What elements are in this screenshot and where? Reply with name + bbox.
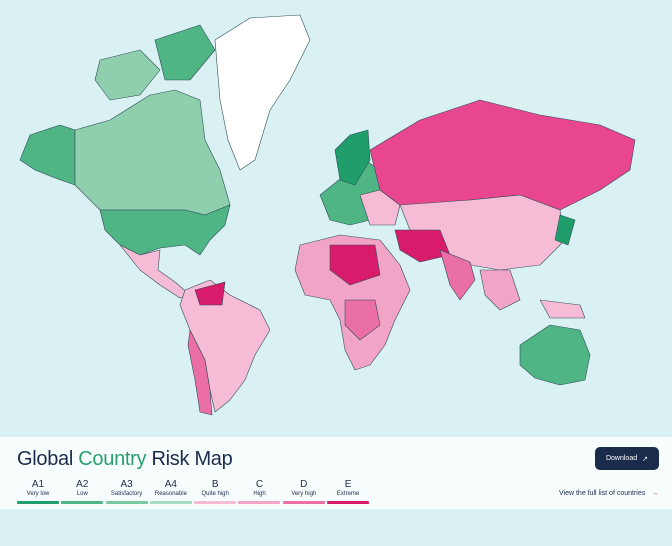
canada-north — [154, 24, 216, 81]
legend-label: Low — [76, 491, 88, 497]
title-word: Risk — [151, 448, 190, 470]
legend-code: A4 — [164, 479, 177, 490]
legend-label: Quite high — [201, 491, 229, 497]
legend: A1 Very low A2 Low A3 Satisfactory A4 Reasonabl… — [17, 479, 371, 504]
argentina — [187, 329, 213, 416]
legend-code: B — [211, 479, 219, 490]
legend-label: Reasonable — [154, 491, 187, 497]
icon: → — [651, 490, 659, 497]
mexico — [119, 244, 191, 299]
legend-label: Satisfactory — [110, 491, 143, 497]
legend-code: E — [344, 479, 352, 490]
legend-code: A1 — [31, 479, 45, 490]
india — [439, 249, 476, 301]
legend-code: A3 — [120, 479, 133, 490]
title-word: Map — [194, 448, 233, 470]
legend-swatch — [149, 501, 192, 504]
legend-label: High — [253, 491, 266, 497]
alaska — [19, 124, 76, 186]
icon: ↗ — [642, 455, 648, 463]
venezuela — [194, 281, 226, 306]
title-word: Country — [78, 448, 147, 470]
legend-label: Very high — [291, 491, 317, 497]
central-africa — [344, 299, 381, 341]
legend-swatch — [17, 501, 59, 504]
title-word: Global — [17, 448, 74, 470]
info-panel — [0, 437, 672, 509]
sahel — [329, 244, 381, 286]
legend-swatch — [327, 501, 370, 504]
legend-item: E Extreme — [327, 479, 370, 504]
legend-item: A1 Very low — [17, 479, 59, 504]
japan — [554, 214, 576, 246]
legend-code: A2 — [76, 479, 89, 490]
world-map — [19, 14, 636, 416]
legend-swatch — [238, 501, 281, 504]
australia — [519, 324, 591, 386]
legend-item: A4 Reasonable — [149, 479, 192, 504]
link-label: View the full list of countries — [559, 490, 646, 497]
download-button[interactable]: Download ↗ — [595, 447, 659, 470]
legend-swatch — [194, 501, 237, 504]
legend-item: A2 Low — [61, 479, 104, 504]
greenland — [214, 14, 311, 171]
legend-item: D Very high — [282, 479, 325, 504]
countries-link[interactable]: View the full list of countries → — [559, 490, 658, 497]
legend-item: C High — [238, 479, 281, 504]
legend-code: C — [255, 479, 264, 490]
legend-code: D — [300, 479, 308, 490]
legend-label: Very low — [26, 491, 50, 497]
legend-swatch — [282, 501, 325, 504]
indonesia — [539, 299, 586, 319]
europe-east — [359, 189, 401, 226]
canada-islands — [94, 49, 161, 101]
title: Global Country Risk Map — [17, 448, 233, 471]
button-label: Download — [605, 455, 638, 462]
southeast-asia — [479, 269, 521, 311]
legend-item: A3 Satisfactory — [105, 479, 148, 504]
legend-swatch — [105, 501, 148, 504]
middle-east — [394, 229, 451, 263]
legend-item: B Quite high — [194, 479, 237, 504]
scandinavia — [334, 129, 371, 186]
legend-swatch — [61, 501, 104, 504]
legend-label: Extreme — [336, 491, 360, 497]
